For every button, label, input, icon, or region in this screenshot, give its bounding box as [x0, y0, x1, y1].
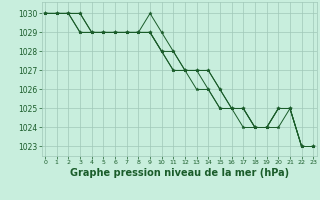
X-axis label: Graphe pression niveau de la mer (hPa): Graphe pression niveau de la mer (hPa) — [70, 168, 289, 178]
